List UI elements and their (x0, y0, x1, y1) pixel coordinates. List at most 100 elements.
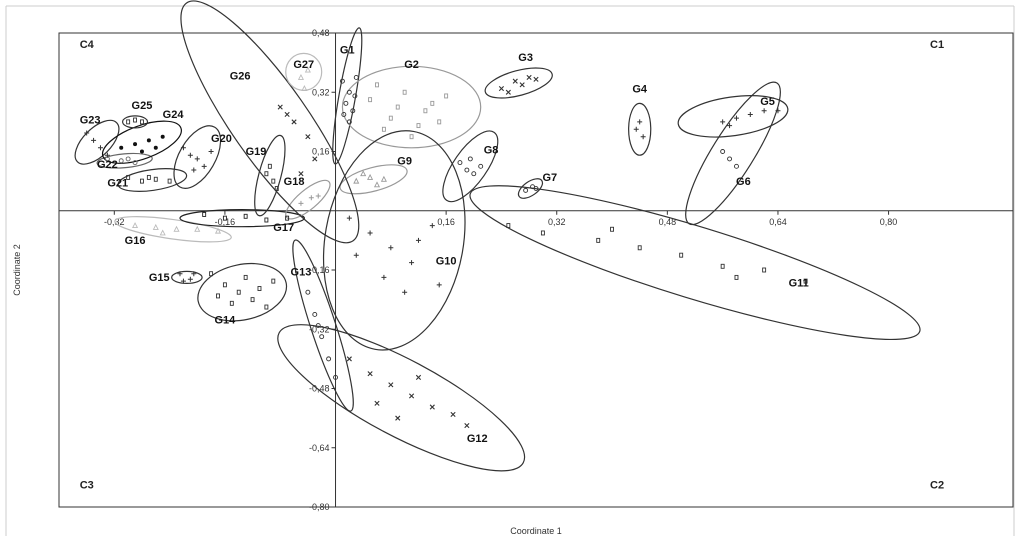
y-tick-label: -0,64 (309, 443, 330, 453)
data-point-g13 (319, 334, 325, 340)
data-point-g20 (180, 145, 186, 151)
data-point-g21 (167, 178, 172, 184)
data-point-g8 (467, 156, 473, 162)
data-point-g20 (201, 163, 207, 169)
group-ellipse-g1 (332, 27, 363, 165)
group-labels-layer: G1 G2 G3 G4 G5 G6 G7 G8 G9 G10 G11 G12 G13 G14 G15 G16 G… (80, 44, 809, 445)
group-label-g11: G11 (789, 278, 809, 290)
group-label-g19: G19 (246, 146, 267, 158)
group-label-g20: G20 (211, 133, 232, 145)
group-label-g3: G3 (518, 52, 533, 64)
data-point-g5 (747, 111, 753, 117)
group-ellipse-g3 (484, 67, 553, 99)
data-point-g14 (236, 289, 241, 295)
data-point-g5 (727, 123, 733, 129)
data-point-g25 (126, 119, 131, 125)
data-point-g10 (402, 289, 408, 295)
data-point-g21 (146, 174, 151, 180)
data-point-g26 (305, 134, 311, 140)
data-point-g1 (346, 119, 352, 125)
data-point-g9 (373, 181, 381, 188)
data-point-g2 (423, 108, 428, 114)
group-label-g21: G21 (107, 178, 128, 190)
group-ellipse-g4 (628, 102, 652, 156)
data-point-g12 (464, 422, 470, 429)
y-tick-label: 0,48 (312, 28, 330, 38)
data-point-g17 (222, 215, 227, 221)
data-point-g27 (304, 66, 311, 73)
data-point-g2 (388, 115, 393, 121)
group-label-g26: G26 (230, 70, 251, 82)
group-label-g14: G14 (215, 315, 237, 327)
data-point-g12 (388, 382, 394, 388)
data-point-g8 (464, 167, 470, 173)
data-point-g20 (194, 156, 200, 162)
data-point-g17 (243, 213, 248, 219)
group-ellipse-g26 (180, 0, 360, 244)
y-tick-label: -0,80 (309, 502, 330, 512)
data-point-g12 (429, 404, 435, 410)
data-point-g17 (202, 212, 207, 217)
group-ellipse-g15 (171, 270, 203, 285)
data-point-g8 (478, 163, 484, 169)
data-point-g17 (285, 215, 290, 221)
data-point-g23 (84, 130, 90, 136)
data-point-g6 (720, 149, 726, 154)
data-point-g16 (159, 229, 166, 236)
data-point-g9 (353, 177, 360, 184)
group-label-g9: G9 (397, 155, 412, 167)
axes-layer: -0,32 -0,16 0,16 0,32 0,48 0,64 0,80 0,48 0,32 0,… (59, 28, 1013, 512)
quadrant-label: C3 (80, 479, 94, 491)
x-tick-label: 0,16 (437, 217, 455, 227)
x-axis-label: Coordinate 1 (510, 526, 562, 536)
data-point-g14 (209, 271, 214, 277)
data-point-g3 (512, 78, 518, 84)
data-point-g23 (91, 137, 97, 143)
data-point-g26 (291, 119, 297, 125)
data-point-g12 (395, 415, 401, 421)
y-tick-label: 0,32 (312, 87, 330, 97)
data-point-g10 (429, 223, 435, 229)
data-point-g18 (298, 200, 304, 206)
data-point-g3 (505, 89, 511, 95)
data-point-g1 (339, 78, 345, 84)
group-ellipse-g25 (121, 115, 149, 129)
group-ellipse-g8 (442, 130, 499, 203)
data-point-g14 (229, 300, 234, 306)
y-tick-label: -0,48 (309, 384, 330, 394)
x-tick-label: -0,16 (215, 217, 236, 227)
data-point-g10 (388, 245, 394, 251)
data-point-g16 (132, 222, 139, 229)
group-ellipse-g23 (74, 119, 120, 165)
data-point-g10 (381, 274, 387, 280)
data-point-g10 (436, 282, 442, 288)
group-ellipse-g11 (469, 185, 921, 341)
group-ellipses-layer (74, 0, 921, 472)
x-tick-label: 0,32 (548, 217, 566, 227)
group-label-g13: G13 (291, 267, 312, 279)
data-point-g3 (526, 74, 532, 81)
data-point-g9 (380, 175, 387, 182)
data-point-g26 (284, 111, 290, 118)
data-point-g24 (160, 134, 165, 139)
data-point-g11 (679, 252, 684, 258)
data-point-g14 (243, 274, 248, 280)
data-point-g12 (367, 371, 373, 377)
group-label-g27: G27 (293, 59, 314, 71)
data-point-g12 (346, 356, 352, 362)
data-point-g10 (415, 237, 421, 243)
data-point-g6 (734, 163, 739, 169)
group-ellipse-g2 (341, 65, 482, 149)
data-point-g20 (208, 149, 214, 154)
data-point-g16 (194, 225, 201, 232)
data-point-g9 (367, 173, 374, 180)
group-ellipse-g24 (101, 120, 182, 164)
data-point-g26 (298, 171, 304, 177)
x-tick-label: 0,64 (769, 217, 787, 227)
group-ellipse-g21 (117, 168, 188, 192)
data-point-g18 (308, 195, 314, 201)
data-point-g1 (350, 108, 356, 114)
group-label-g6: G6 (736, 176, 751, 188)
data-point-g10 (353, 252, 359, 258)
data-point-g21 (153, 176, 158, 182)
